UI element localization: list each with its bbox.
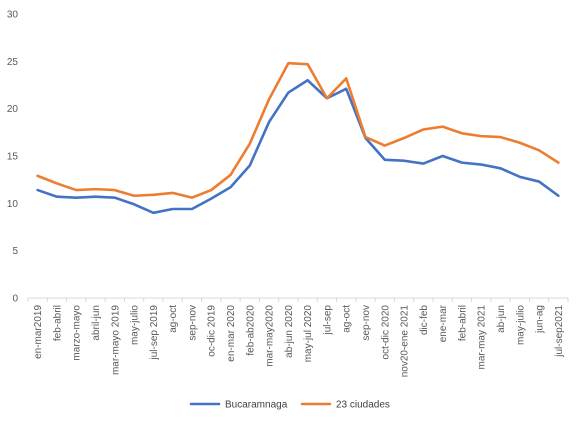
- x-tick-label: jun-ag: [535, 305, 546, 334]
- x-tick-label: abril-jun: [91, 305, 102, 341]
- y-tick-label: 20: [7, 104, 19, 115]
- series-layer: [36, 61, 560, 215]
- x-tick-label: may-julio: [515, 305, 526, 345]
- x-tick-label: ab-jun: [496, 305, 507, 333]
- x-tick-label: en-mar2019: [33, 305, 44, 359]
- x-tick-label: oc-dic 2019: [207, 305, 218, 357]
- x-tick-label: feb-ab2020: [245, 305, 256, 356]
- x-tick-label: ag-oct: [168, 305, 179, 333]
- x-tick-label: mar-may 2021: [477, 305, 488, 370]
- x-tick-label: oct-dic 2020: [380, 305, 391, 360]
- legend-label: 23 ciudades: [336, 400, 390, 411]
- y-tick-label: 5: [12, 246, 18, 257]
- y-tick-label: 25: [7, 57, 19, 68]
- y-tick-label: 10: [7, 199, 19, 210]
- x-tick-label: feb-abril: [457, 305, 468, 341]
- x-axis: en-mar2019 feb-abril marzo-mayo abril-jun ma…: [27, 297, 569, 378]
- series-line-1: [36, 61, 560, 199]
- y-tick-label: 30: [7, 10, 19, 21]
- x-tick-label: jul-sep 2019: [149, 305, 160, 361]
- x-tick-label: marzo-mayo: [72, 305, 83, 361]
- x-tick-label: mar-may2020: [265, 305, 276, 367]
- x-tick-label: may-jul 2020: [303, 305, 314, 363]
- x-tick-label: jul-sep: [322, 305, 333, 336]
- x-tick-label: ene-mar: [438, 304, 449, 342]
- y-tick-label: 0: [12, 294, 18, 305]
- x-tick-label: sep-nov: [361, 305, 372, 341]
- series-line-0: [36, 78, 560, 215]
- x-tick-label: ab-jun 2020: [284, 305, 295, 358]
- x-tick-label: may-julio: [130, 305, 141, 345]
- x-tick-label: feb-abril: [52, 305, 63, 341]
- x-tick-label: en-mar 2020: [226, 305, 237, 362]
- x-tick-label: nov20-ene 2021: [400, 305, 411, 378]
- legend-label: Bucaramnaga: [225, 400, 288, 411]
- y-axis: 0 5 10 15 20 25 30: [7, 10, 19, 305]
- legend: Bucaramnaga 23 ciudades: [189, 400, 390, 411]
- x-tick-label: mar-mayo 2019: [110, 305, 121, 375]
- y-tick-label: 15: [7, 152, 19, 163]
- x-tick-label: sep-nov: [187, 305, 198, 341]
- x-tick-label: ag-oct: [342, 305, 353, 333]
- x-tick-label: dic-feb: [419, 305, 430, 335]
- x-tick-label: jul-sep2021: [554, 305, 565, 358]
